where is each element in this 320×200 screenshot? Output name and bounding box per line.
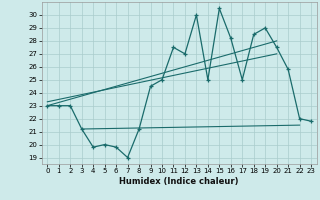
X-axis label: Humidex (Indice chaleur): Humidex (Indice chaleur) [119,177,239,186]
